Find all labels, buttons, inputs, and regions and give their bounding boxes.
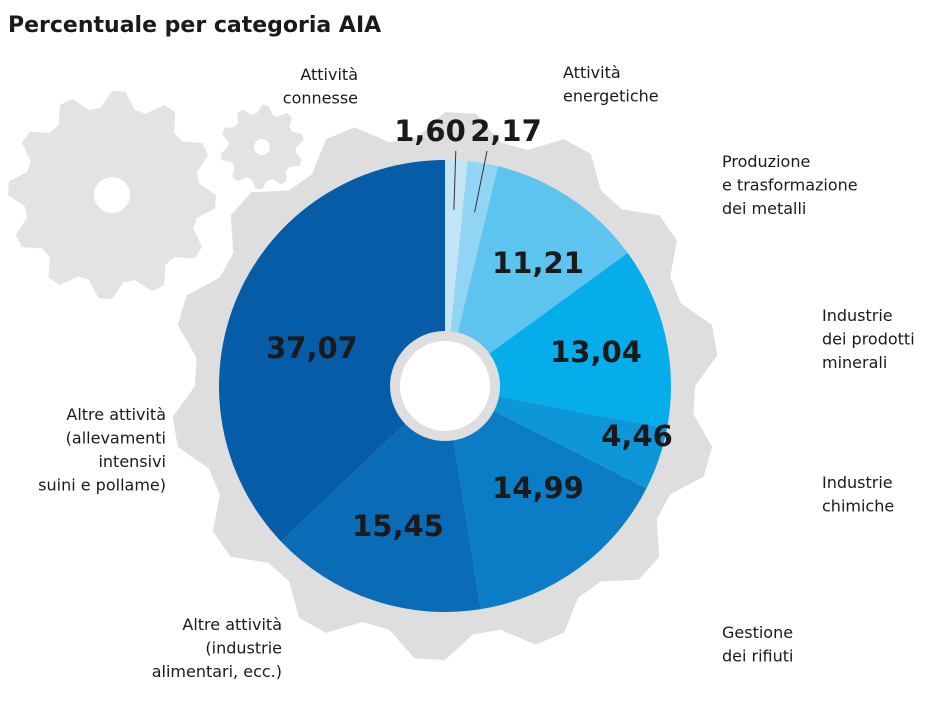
value-label: 11,21: [492, 246, 584, 280]
pie-slice: [445, 386, 667, 489]
category-label: Produzione e trasformazione dei metalli: [722, 152, 858, 218]
value-label: 4,46: [601, 419, 673, 453]
leader-line: [453, 150, 457, 210]
value-label: 15,45: [352, 509, 444, 543]
gear-hole: [94, 177, 130, 213]
pie-slice: [219, 160, 445, 542]
pie-slice: [445, 161, 499, 386]
pie-slice: [445, 160, 468, 386]
pie-slice: [445, 386, 647, 610]
value-label: 14,99: [492, 471, 584, 505]
pie-hole: [400, 341, 490, 431]
category-label: Altre attività (industrie alimentari, ecc.…: [152, 615, 282, 681]
category-label: Attività energetiche: [563, 63, 659, 106]
gear-hole: [254, 139, 270, 155]
value-label: 2,17: [470, 114, 542, 148]
value-label: 37,07: [266, 331, 358, 365]
category-label: Industrie dei prodotti minerali: [822, 306, 915, 372]
category-label: Industrie chimiche: [822, 473, 894, 516]
pie-slice: [280, 386, 481, 612]
leader-line: [474, 150, 488, 213]
pie-slice: [445, 252, 672, 429]
chart-title: Percentuale per categoria AIA: [8, 13, 381, 38]
labels: 1,60 Attività connesse 2,17 Attività energeti…: [38, 63, 914, 681]
pie: [219, 160, 672, 612]
category-label: Attività connesse: [283, 65, 358, 108]
value-label: 1,60: [394, 114, 466, 148]
category-label: Altre attività (allevamenti intensivi suini…: [38, 405, 166, 495]
category-label: Gestione dei rifiuti: [722, 623, 794, 666]
pie-slice: [445, 166, 628, 386]
value-label: 13,04: [550, 335, 642, 369]
